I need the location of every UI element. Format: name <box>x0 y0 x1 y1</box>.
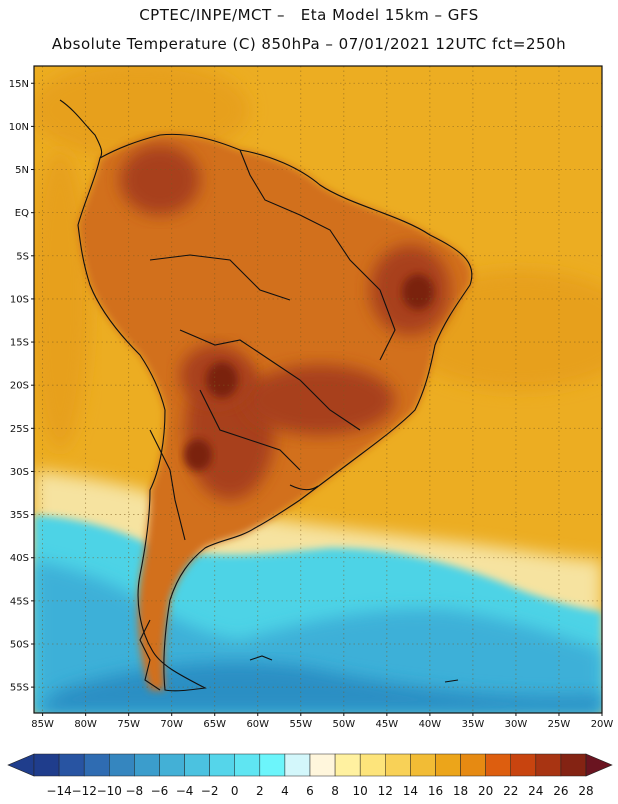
colorbar-label: 22 <box>503 784 518 798</box>
temperature-field <box>34 66 602 713</box>
colorbar-swatch <box>284 753 311 777</box>
colorbar-label: 26 <box>553 784 568 798</box>
lon-label: 60W <box>246 719 269 730</box>
lon-label: 45W <box>376 719 399 730</box>
colorbar-swatch <box>485 753 511 777</box>
lat-label: 10S <box>10 294 29 305</box>
lat-label: 20S <box>10 381 29 392</box>
lon-label: 25W <box>548 719 571 730</box>
colorbar-label: 24 <box>528 784 543 798</box>
lon-label: 20W <box>591 719 614 730</box>
colorbar-label: 16 <box>428 784 443 798</box>
lat-label: 35S <box>10 510 29 521</box>
colorbar-swatch <box>58 753 85 777</box>
colorbar-label: 18 <box>453 784 468 798</box>
colorbar-label: −4 <box>176 784 194 798</box>
colorbar-label: −2 <box>201 784 219 798</box>
colorbar-label: 20 <box>478 784 493 798</box>
colorbar-swatch <box>460 753 486 777</box>
lat-label: 10N <box>9 122 29 133</box>
lon-label: 65W <box>203 719 226 730</box>
colorbar-swatch <box>259 753 286 777</box>
graticule <box>34 66 602 713</box>
colorbar-label: 8 <box>331 784 339 798</box>
colorbar-swatch <box>209 753 235 777</box>
colorbar-label: 28 <box>578 784 593 798</box>
latitude-labels: 15N 10N 5N EQ 5S 10S 15S 20S 25S 30S 35S 40S 45S 50S 5… <box>9 79 34 694</box>
lat-label: EQ <box>15 208 29 219</box>
colorbar-swatch <box>83 753 110 777</box>
colorbar-swatch <box>184 753 210 777</box>
lon-label: 85W <box>31 719 54 730</box>
colorbar-arrow-high <box>585 753 613 777</box>
lon-label: 80W <box>74 719 97 730</box>
lon-label: 55W <box>289 719 312 730</box>
lon-label: 30W <box>505 719 528 730</box>
colorbar-swatch <box>535 753 562 777</box>
lat-label: 25S <box>10 424 29 435</box>
colorbar-swatch <box>33 753 60 777</box>
colorbar-label: −8 <box>126 784 144 798</box>
lat-label: 50S <box>10 639 29 650</box>
chart-title: CPTEC/INPE/MCT – Eta Model 15km – GFS <box>139 6 479 24</box>
lon-label: 40W <box>419 719 442 730</box>
lon-label: 50W <box>333 719 356 730</box>
colorbar-label: 2 <box>256 784 264 798</box>
colorbar-label: 6 <box>306 784 314 798</box>
colorbar-swatch <box>560 753 587 777</box>
colorbar-swatch <box>159 753 185 777</box>
lat-label: 15N <box>9 79 29 90</box>
lon-label: 35W <box>462 719 485 730</box>
colorbar-label: −6 <box>151 784 169 798</box>
colorbar-swatch <box>385 753 411 777</box>
colorbar-label: 10 <box>353 784 368 798</box>
longitude-labels: 85W 80W 75W 70W 65W 60W 55W 50W 45W 40W 35W 30W 25W 2… <box>31 713 613 730</box>
colorbar-label: 12 <box>378 784 393 798</box>
colorbar-label: −10 <box>97 784 122 798</box>
lon-label: 75W <box>117 719 140 730</box>
lat-label: 45S <box>10 596 29 607</box>
lat-label: 40S <box>10 553 29 564</box>
colorbar-label: −14 <box>46 784 71 798</box>
colorbar-swatch <box>309 753 336 777</box>
lat-label: 15S <box>10 338 29 349</box>
lat-label: 55S <box>10 683 29 694</box>
colorbar-label: 14 <box>403 784 418 798</box>
lon-label: 70W <box>160 719 183 730</box>
colorbar-swatch <box>234 753 261 777</box>
colorbar-label: 0 <box>231 784 239 798</box>
colorbar-labels: −14 −12 −10 −8 −6 −4 −2 0 2 4 6 8 10 12 14 16 18 20 22 24 26… <box>46 784 593 798</box>
colorbar-swatch <box>359 753 386 777</box>
coastlines <box>59 99 473 692</box>
colorbar-swatch <box>109 753 135 777</box>
lat-label: 5S <box>16 251 29 262</box>
chart-subtitle: Absolute Temperature (C) 850hPa – 07/01/… <box>51 35 567 53</box>
colorbar-swatch <box>435 753 461 777</box>
colorbar-label: 4 <box>281 784 289 798</box>
colorbar-swatch <box>134 753 160 777</box>
colorbar-swatch <box>510 753 537 777</box>
lat-label: 30S <box>10 467 29 478</box>
colorbar-arrow-low <box>7 753 35 777</box>
colorbar-swatch <box>410 753 436 777</box>
colorbar-swatch <box>334 753 361 777</box>
colorbar <box>7 753 613 777</box>
map-frame <box>33 65 603 714</box>
lat-label: 5N <box>15 165 29 176</box>
colorbar-label: −12 <box>72 784 97 798</box>
